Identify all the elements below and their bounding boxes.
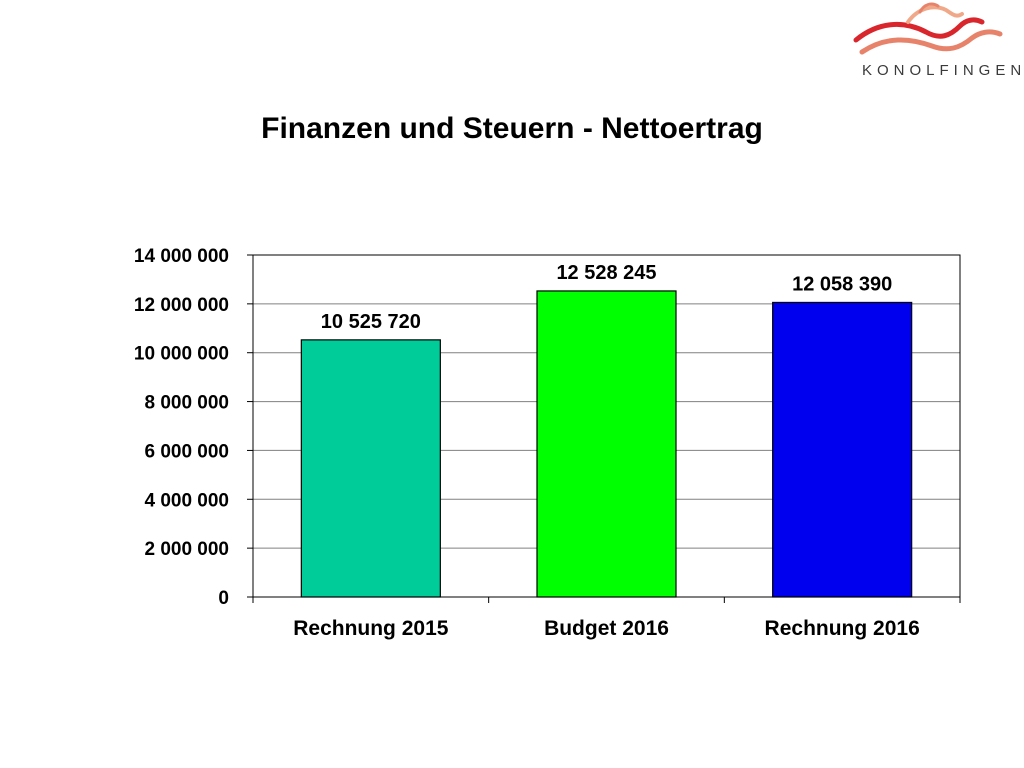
- value-labels: 10 525 720 12 528 245 12 058 390: [321, 262, 892, 333]
- y-tick-label: 10 000 000: [134, 344, 229, 365]
- y-tick-label: 12 000 000: [134, 295, 229, 316]
- x-tick-label: Rechnung 2015: [293, 617, 449, 640]
- value-label: 10 525 720: [321, 311, 421, 333]
- y-tick-label: 6 000 000: [144, 441, 229, 462]
- chart-title: Finanzen und Steuern - Nettoertrag: [261, 112, 763, 145]
- y-tick-label: 0: [218, 588, 229, 609]
- y-tick-label: 4 000 000: [144, 490, 229, 511]
- value-label: 12 528 245: [556, 262, 656, 284]
- y-tick-label: 2 000 000: [144, 539, 229, 560]
- value-label: 12 058 390: [792, 273, 892, 295]
- konolfingen-logo: [853, 2, 1003, 55]
- x-tick-label: Budget 2016: [544, 617, 669, 640]
- x-axis-ticks: Rechnung 2015 Budget 2016 Rechnung 2016: [252, 597, 961, 640]
- y-tick-label: 14 000 000: [134, 246, 229, 267]
- y-axis-ticks: 0 2 000 000 4 000 000 6 000 000 8 000 000 10 …: [134, 246, 253, 609]
- x-tick-label: Rechnung 2016: [765, 617, 920, 640]
- bar-3: [772, 301, 913, 598]
- bars: [300, 290, 913, 598]
- logo-text: KONOLFINGEN: [862, 62, 1024, 79]
- bar-1: [300, 339, 441, 598]
- y-tick-label: 8 000 000: [144, 393, 229, 414]
- bar-2: [536, 290, 677, 598]
